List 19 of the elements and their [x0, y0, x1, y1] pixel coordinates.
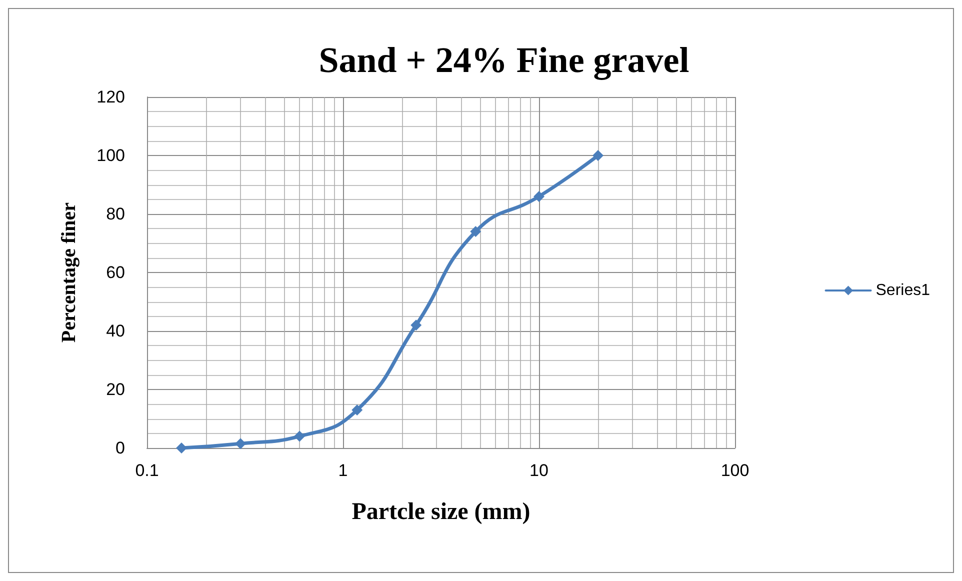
y-tick-label: 80 [106, 204, 125, 224]
x-axis-title: Partcle size (mm) [352, 499, 530, 525]
x-tick-label: 1 [338, 461, 348, 480]
y-tick-label: 100 [96, 146, 125, 165]
legend-label: Series1 [876, 282, 930, 299]
point [592, 150, 604, 161]
x-tick-label: 0.1 [135, 461, 159, 480]
x-tick-label: 10 [530, 461, 548, 480]
x-tick-label: 100 [720, 461, 750, 480]
point [534, 190, 544, 202]
point [294, 430, 306, 442]
y-tick-label: 60 [106, 263, 125, 282]
y-axis-title: Percentage finer [58, 202, 80, 343]
point [235, 438, 246, 450]
y-tick-label: 40 [106, 322, 125, 340]
y-tick-label: 20 [106, 380, 125, 399]
y-tick-label: 120 [96, 88, 125, 106]
chart-title: Sand + 24% Fine gravel [318, 40, 690, 80]
y-tick-label: 0 [116, 438, 125, 458]
